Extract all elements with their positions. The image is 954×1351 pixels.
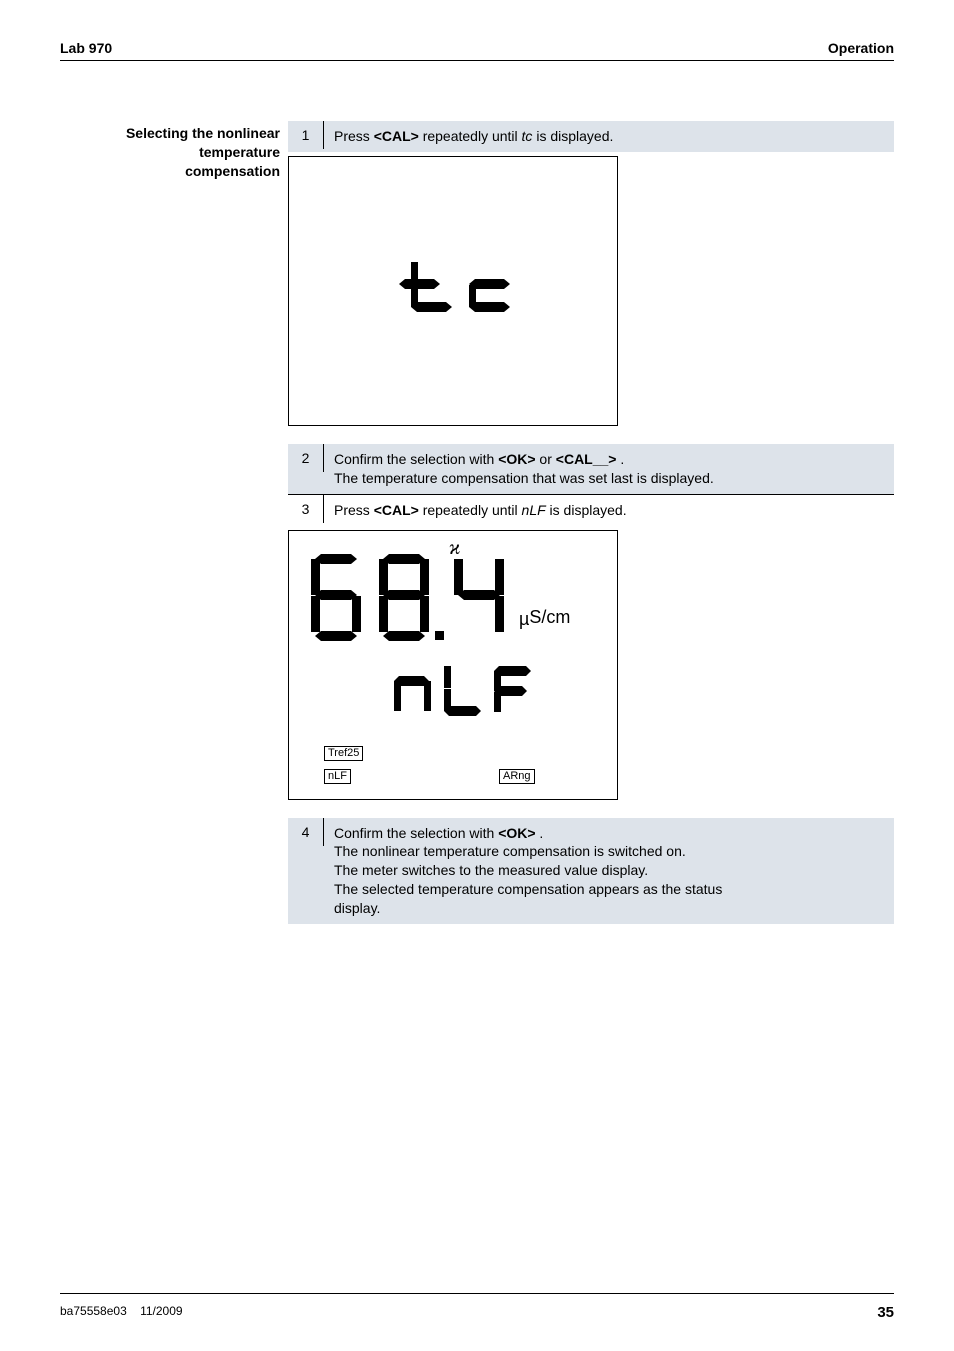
seven-seg-nlf [394,666,564,726]
step-number: 4 [288,818,324,846]
header-left: Lab 970 [60,40,112,56]
step-row: 1 Press <CAL> repeatedly until tc is dis… [288,121,894,152]
page-number: 35 [877,1304,894,1321]
step-number: 2 [288,444,324,472]
unit-label: µS/cm [519,607,570,630]
section-title-line: Selecting the nonlinear [60,124,280,143]
lcd-display-tc [288,156,618,426]
seven-seg-684 [307,551,517,651]
section-title-line: temperature [60,143,280,162]
step-row: 2 Confirm the selection with <OK> or <CA… [288,444,894,494]
lcd-display-nlf: ϰ [288,530,618,800]
tref25-indicator: Tref25 [324,746,363,761]
page-header: Lab 970 Operation [60,40,894,61]
page-footer: ba75558e03 11/2009 35 [60,1293,894,1321]
step-text: Confirm the selection with <OK> or <CAL_… [324,444,724,494]
footer-left: ba75558e03 11/2009 [60,1304,183,1321]
header-right: Operation [828,40,894,56]
arng-indicator: ARng [499,769,535,784]
section-title-line: compensation [60,162,280,181]
nlf-indicator: nLF [324,769,351,784]
step-text: Press <CAL> repeatedly until tc is displ… [324,121,623,152]
step-number: 3 [288,495,324,523]
step-text: Confirm the selection with <OK> . The no… [324,818,732,924]
step-text: Press <CAL> repeatedly until nLF is disp… [324,495,637,526]
seven-seg-tc [399,262,529,332]
step-number: 1 [288,121,324,149]
section-title: Selecting the nonlinear temperature comp… [60,121,280,924]
step-row: 3 Press <CAL> repeatedly until nLF is di… [288,495,894,526]
step-row: 4 Confirm the selection with <OK> . The … [288,818,894,924]
